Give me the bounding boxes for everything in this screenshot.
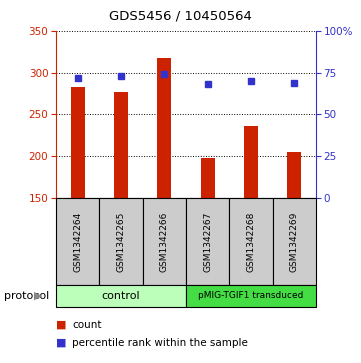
Text: GSM1342264: GSM1342264 <box>73 211 82 272</box>
Bar <box>56 198 99 285</box>
Text: control: control <box>102 291 140 301</box>
Text: count: count <box>72 320 102 330</box>
Bar <box>287 152 301 198</box>
Text: GDS5456 / 10450564: GDS5456 / 10450564 <box>109 9 252 22</box>
Text: protocol: protocol <box>4 291 49 301</box>
Text: GSM1342265: GSM1342265 <box>117 211 125 272</box>
Bar <box>273 198 316 285</box>
Bar <box>229 198 273 285</box>
Text: GSM1342268: GSM1342268 <box>247 211 255 272</box>
Text: ■: ■ <box>56 338 66 348</box>
Text: percentile rank within the sample: percentile rank within the sample <box>72 338 248 348</box>
Bar <box>201 158 214 198</box>
Bar <box>186 285 316 307</box>
Bar <box>244 126 258 198</box>
Text: pMIG-TGIF1 transduced: pMIG-TGIF1 transduced <box>198 291 304 300</box>
Text: ▶: ▶ <box>34 291 43 301</box>
Bar <box>114 92 128 198</box>
Bar <box>157 58 171 198</box>
Bar <box>99 198 143 285</box>
Bar <box>143 198 186 285</box>
Text: GSM1342267: GSM1342267 <box>203 211 212 272</box>
Bar <box>56 285 186 307</box>
Bar <box>71 87 84 198</box>
Bar <box>186 198 229 285</box>
Text: ■: ■ <box>56 320 66 330</box>
Text: GSM1342269: GSM1342269 <box>290 211 299 272</box>
Text: GSM1342266: GSM1342266 <box>160 211 169 272</box>
